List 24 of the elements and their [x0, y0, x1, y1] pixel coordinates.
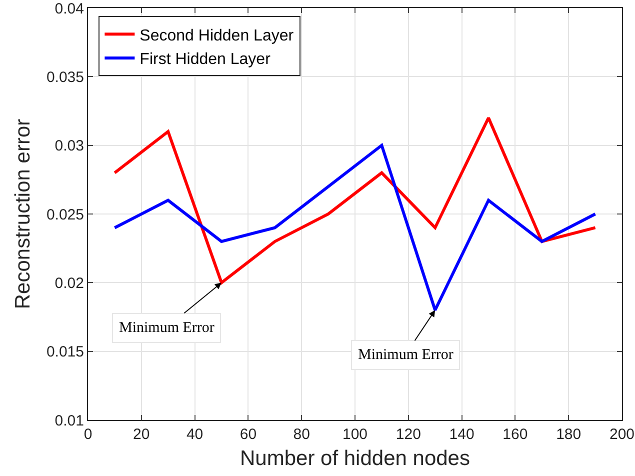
x-tick-label: 40	[186, 426, 204, 443]
x-tick-label: 200	[609, 426, 635, 443]
x-tick-label: 60	[240, 426, 257, 443]
x-tick-label: 120	[396, 426, 421, 443]
y-tick-label: 0.04	[54, 0, 84, 18]
y-tick-label: 0.02	[54, 274, 84, 292]
x-tick-label: 80	[293, 426, 310, 443]
legend-label: Second Hidden Layer	[140, 27, 294, 44]
x-tick-label: 20	[133, 426, 150, 443]
y-tick-label: 0.025	[46, 206, 84, 224]
x-tick-label: 140	[449, 426, 474, 443]
x-axis-title: Number of hidden nodes	[240, 447, 470, 470]
x-tick-label: 180	[556, 426, 582, 443]
y-tick-label: 0.01	[54, 412, 84, 430]
y-tick-label: 0.03	[54, 138, 84, 155]
x-tick-label: 0	[84, 426, 92, 443]
annotation: Minimum Error	[358, 347, 454, 363]
y-tick-label: 0.035	[46, 68, 84, 86]
y-tick-label: 0.015	[46, 344, 84, 361]
y-axis-title: Reconstruction error	[12, 118, 35, 310]
x-tick-label: 100	[342, 426, 368, 443]
legend-label: First Hidden Layer	[140, 51, 272, 68]
annotation: Minimum Error	[119, 320, 214, 336]
x-tick-label: 160	[502, 426, 528, 443]
